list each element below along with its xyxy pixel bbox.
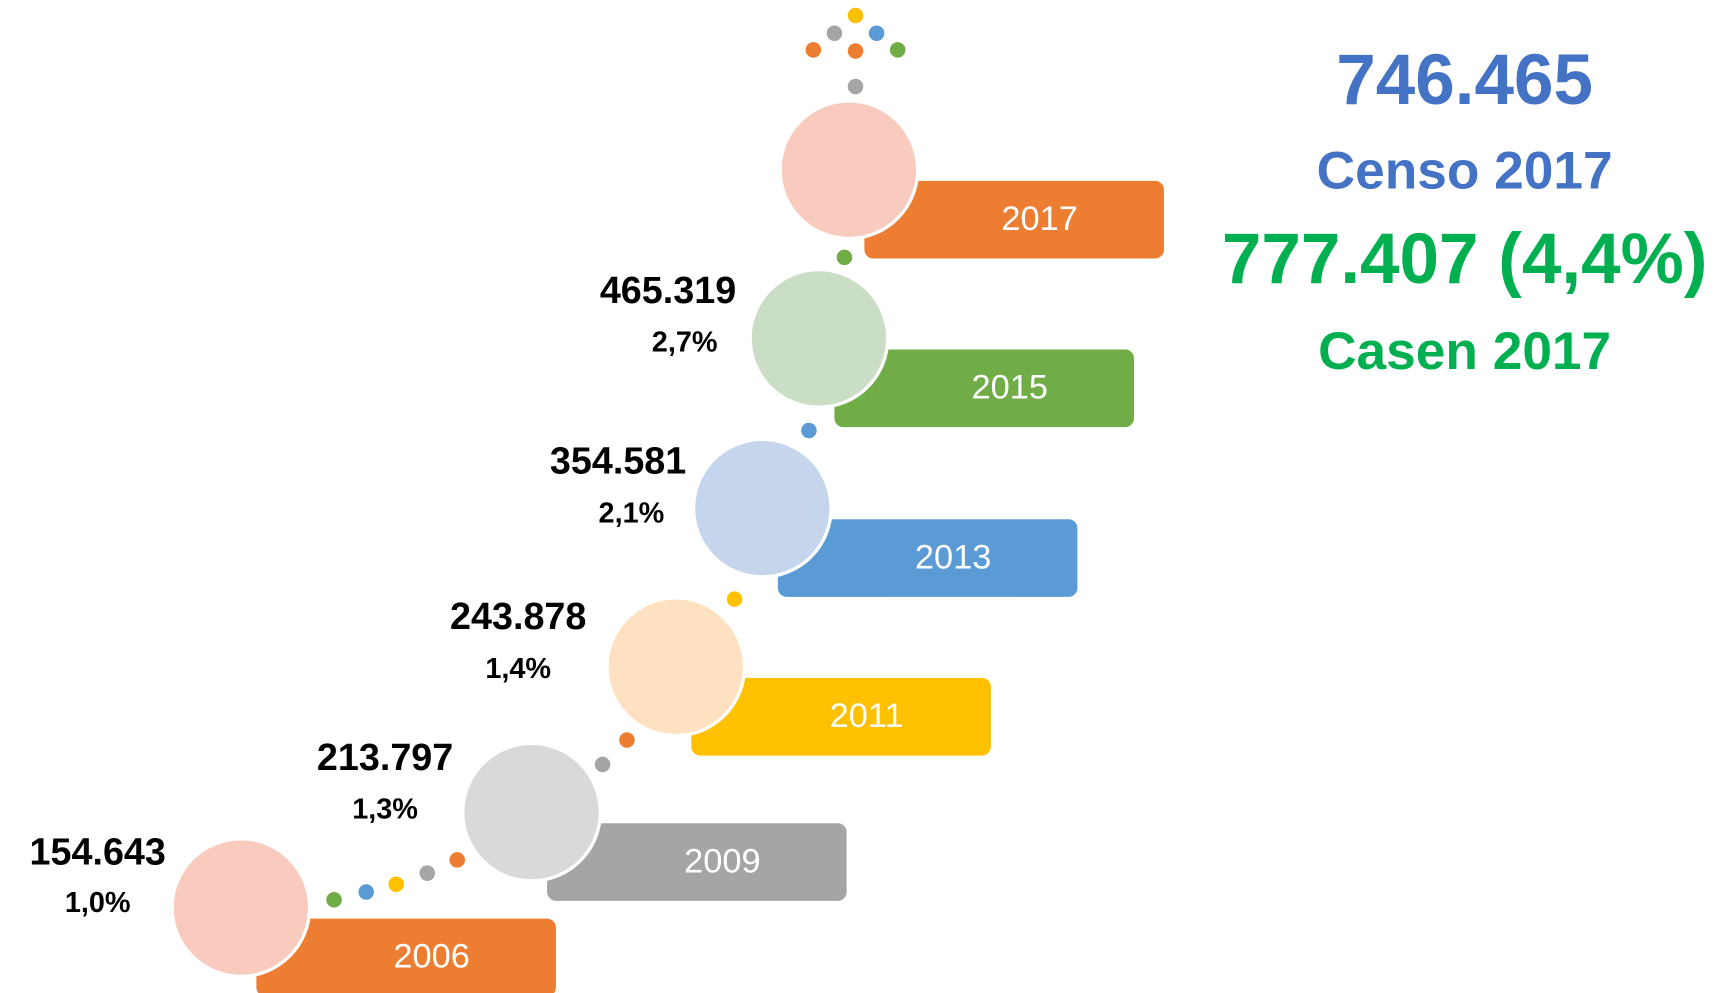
year-label: 2013 [915,538,991,576]
pct-label: 2,1% [599,497,665,529]
step-circle [605,596,747,738]
year-box [834,349,1134,428]
step-circle [748,267,890,409]
year-box [864,180,1164,259]
dot [836,249,853,266]
dot [801,422,817,439]
step-circle [691,437,833,579]
value-label: 154.643 [30,830,166,872]
year-label: 2015 [971,369,1047,407]
dot [889,42,906,58]
value-label: 213.797 [317,736,453,778]
dots [326,7,906,908]
year-label: 2006 [393,938,469,976]
value-label: 354.581 [550,440,686,482]
year-label: 2009 [684,842,760,880]
dot [868,25,885,42]
dot [326,892,342,908]
year-box [691,677,991,756]
pct-label: 1,4% [485,653,551,685]
dot [847,78,864,95]
year-label: 2017 [1001,200,1077,238]
dot [358,884,374,900]
dot [726,591,743,607]
dot [449,852,465,868]
dot [847,43,864,59]
dot [805,42,822,58]
year-box [547,823,847,901]
year-box [777,519,1078,597]
year-box [256,918,556,993]
censo-label: Censo 2017 [1317,141,1613,200]
step-circle [778,99,920,241]
step-circle [170,837,312,979]
pct-label: 1,3% [352,794,418,826]
pct-label: 1,0% [65,887,131,919]
dot [594,756,611,773]
casen-value: 777.407 (4,4%) [1222,220,1708,299]
dot [619,732,635,748]
summary: 746.465 Censo 2017 777.407 (4,4%) Casen … [1222,41,1708,381]
pct-label: 2,7% [652,327,718,359]
value-label: 243.878 [450,595,586,637]
dot [826,25,843,42]
casen-label: Casen 2017 [1318,322,1611,381]
value-label: 465.319 [600,269,736,311]
step-circle [461,741,602,883]
steps: 2006 154.643 1,0% 2009 213.797 1,3% 2011 243.87… [30,99,1164,993]
year-label: 2011 [830,697,904,735]
dot [388,876,404,893]
censo-value: 746.465 [1336,41,1593,120]
dot [847,7,864,24]
dot [419,865,436,881]
